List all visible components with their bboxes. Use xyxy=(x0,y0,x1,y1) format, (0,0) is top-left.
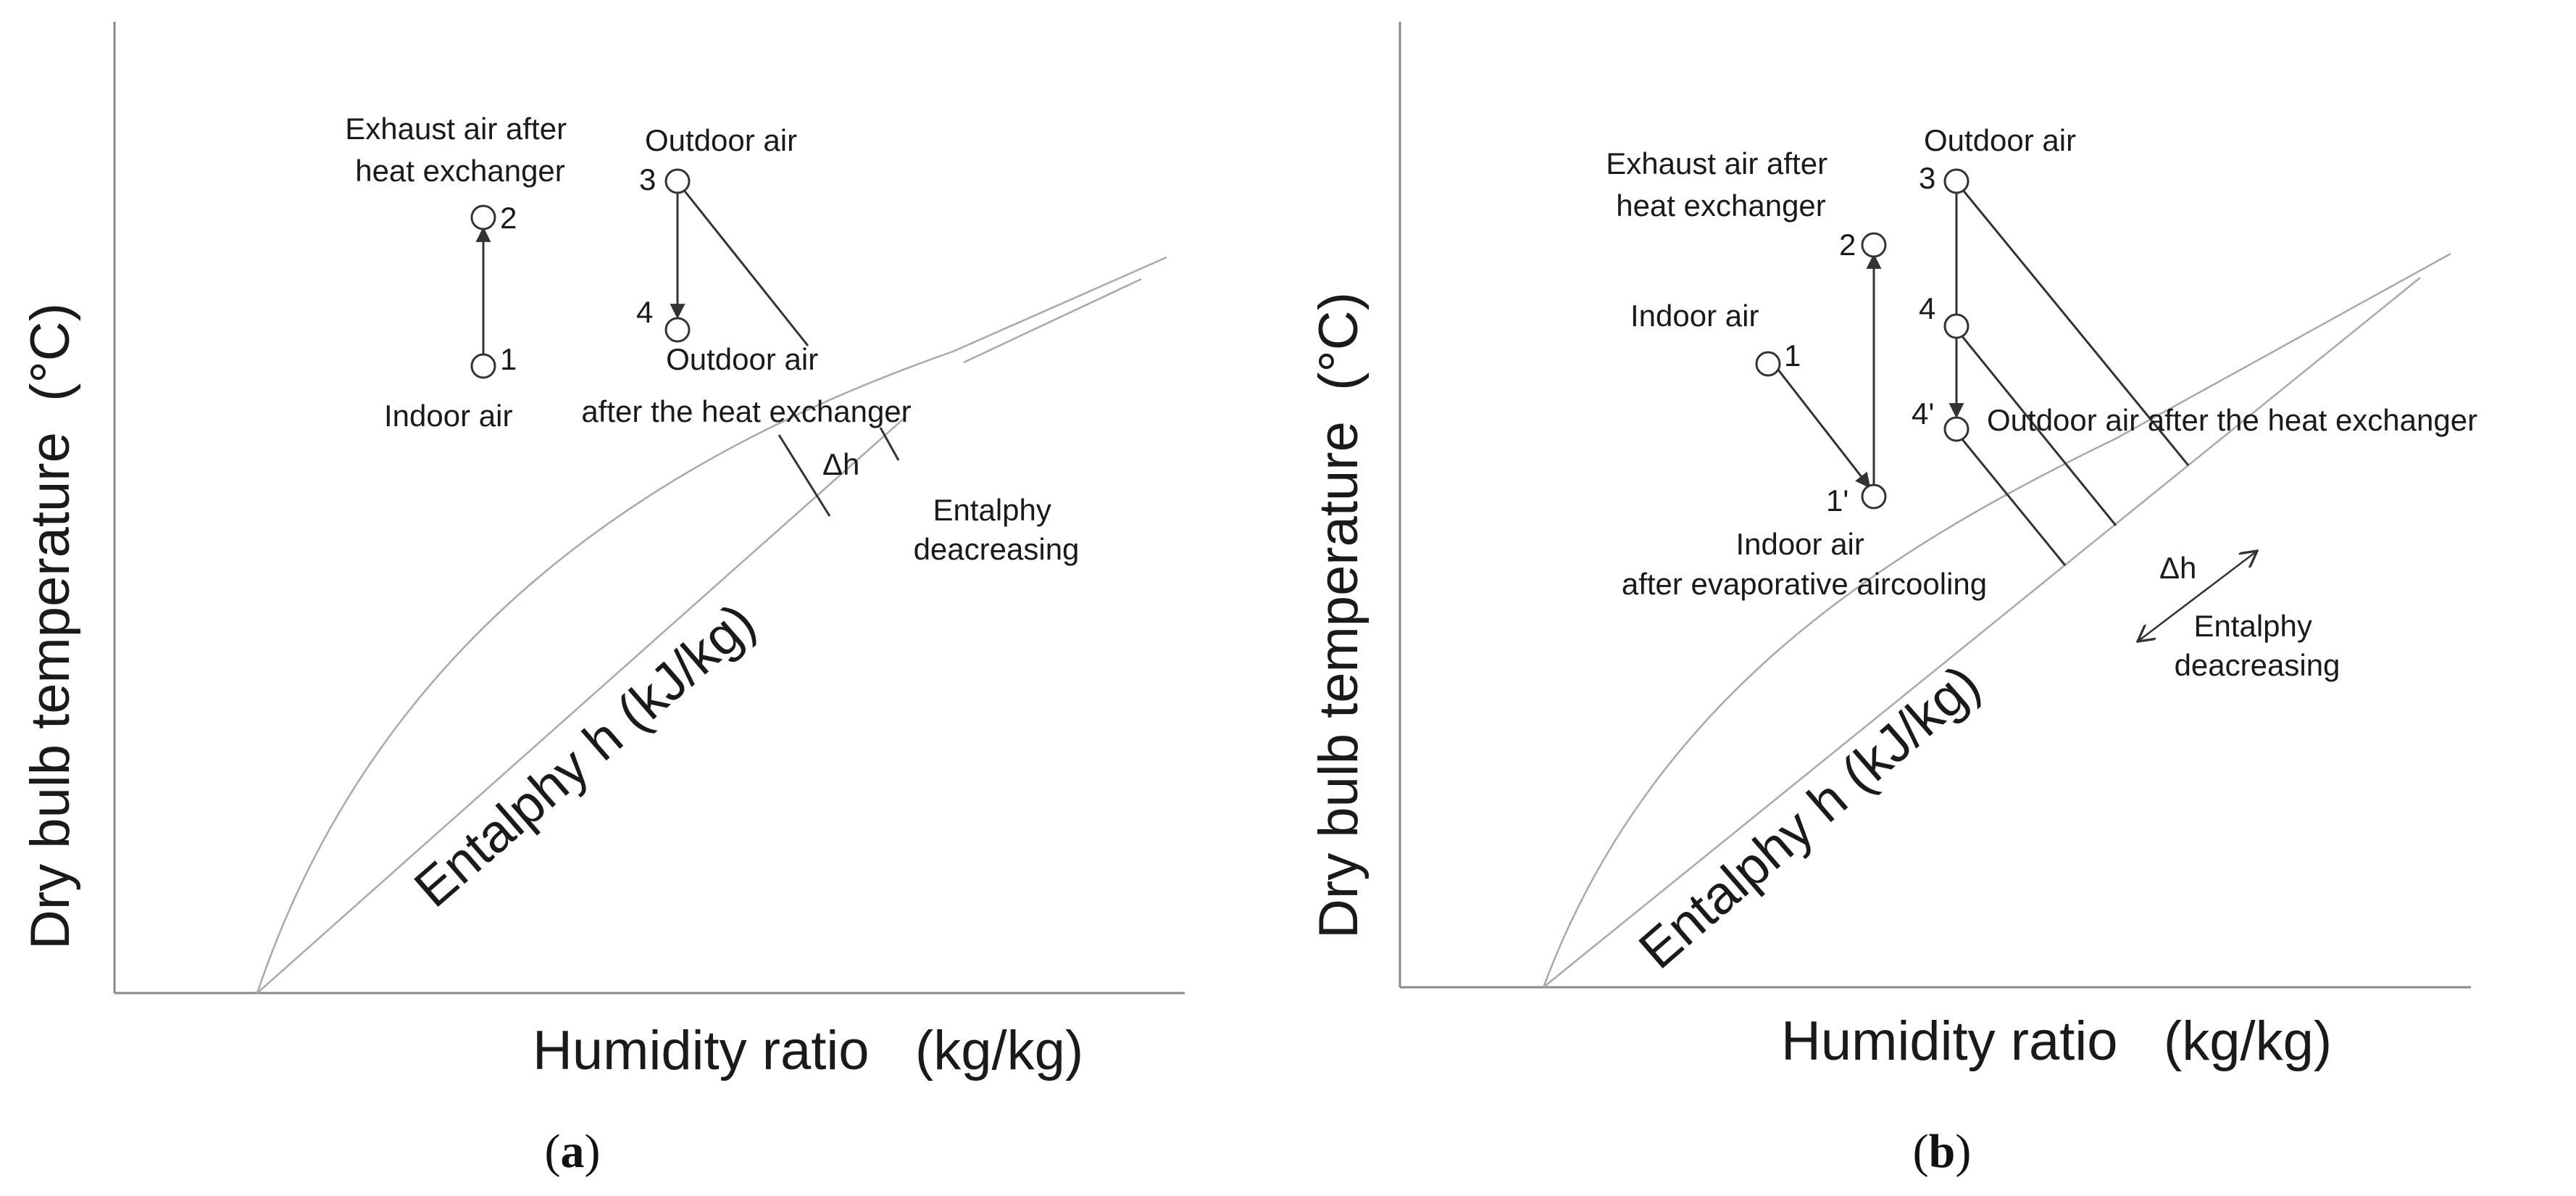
saturation-curve-b xyxy=(1542,252,2451,988)
point-2-label-a: Exhaust air after heat exchanger xyxy=(345,112,575,188)
point-4-num-b: 4 xyxy=(1919,291,1935,325)
delta-h-line-left-a xyxy=(778,434,831,517)
delta-h-line-right-a xyxy=(879,427,900,461)
point-1prime-num-b: 1' xyxy=(1826,483,1848,518)
point-2-num-b: 2 xyxy=(1839,228,1856,262)
y-axis-label-b: Dry bulb temperature (°C) xyxy=(1308,292,1370,939)
point-1-b xyxy=(1755,351,1781,377)
point-1-a xyxy=(470,353,496,379)
panel-a: Entalphy h (kJ/kg) Δh Entalphy deacreasi… xyxy=(20,22,1185,1178)
point-1-label-a: Indoor air xyxy=(384,399,512,433)
process-4prime-diagonal-b xyxy=(1957,434,2067,566)
point-1-num-a: 1 xyxy=(500,342,517,376)
y-axis-label-a: Dry bulb temperature (°C) xyxy=(20,303,81,950)
enthalpy-line-a xyxy=(257,278,1142,994)
process-3-diagonal-a xyxy=(678,184,809,346)
point-1-num-b: 1 xyxy=(1784,339,1801,373)
x-axis-label-b: Humidity ratio (kg/kg) xyxy=(1781,1010,2332,1072)
point-4-label-a: Outdoor air after the heat exchanger xyxy=(581,342,911,428)
delta-h-b: Δh xyxy=(2159,551,2196,585)
panel-label-a: (a) xyxy=(545,1125,601,1178)
point-3-label-a: Outdoor air xyxy=(645,123,797,157)
process-4-diagonal-b xyxy=(1957,331,2117,526)
point-1prime-label-b: Indoor air after evaporative aircooling xyxy=(1622,527,1987,601)
x-axis-label-a: Humidity ratio (kg/kg) xyxy=(533,1020,1083,1081)
point-4-b xyxy=(1943,313,1969,339)
point-4-num-a: 4 xyxy=(636,295,653,329)
point-1prime-b xyxy=(1861,483,1887,510)
point-4-a xyxy=(664,317,691,343)
delta-h-arrow-b xyxy=(2138,551,2257,641)
enthalpy-note-a: Entalphy deacreasing xyxy=(914,493,1080,566)
point-2-label-b: Exhaust air after heat exchanger xyxy=(1606,146,1835,223)
enthalpy-label-b: Entalphy h (kJ/kg) xyxy=(1627,653,1991,980)
point-3-b xyxy=(1943,168,1969,194)
point-1-label-b: Indoor air xyxy=(1630,299,1759,333)
point-3-num-a: 3 xyxy=(639,162,656,196)
point-3-num-b: 3 xyxy=(1919,161,1935,195)
point-4prime-num-b: 4' xyxy=(1912,396,1934,431)
panel-label-b: (b) xyxy=(1913,1125,1972,1178)
enthalpy-line-b xyxy=(1543,277,2421,988)
saturation-curve-a xyxy=(256,256,1167,994)
point-2-a xyxy=(470,204,496,231)
point-4prime-label-b: Outdoor air after the heat exchanger xyxy=(1987,403,2477,437)
process-3-diagonal-b xyxy=(1957,184,2190,466)
point-2-num-a: 2 xyxy=(500,201,517,235)
enthalpy-label-a: Entalphy h (kJ/kg) xyxy=(403,591,766,918)
point-2-b xyxy=(1861,232,1887,258)
enthalpy-note-b: Entalphy deacreasing xyxy=(2175,609,2341,682)
process-1-to-1prime-b xyxy=(1774,365,1871,489)
point-3-a xyxy=(664,168,691,194)
panel-b: Entalphy h (kJ/kg) Δh Entalphy deacreasi… xyxy=(1308,22,2477,1178)
point-3-label-b: Outdoor air xyxy=(1924,123,2076,157)
point-4prime-b xyxy=(1943,416,1969,442)
delta-h-a: Δh xyxy=(822,447,859,481)
